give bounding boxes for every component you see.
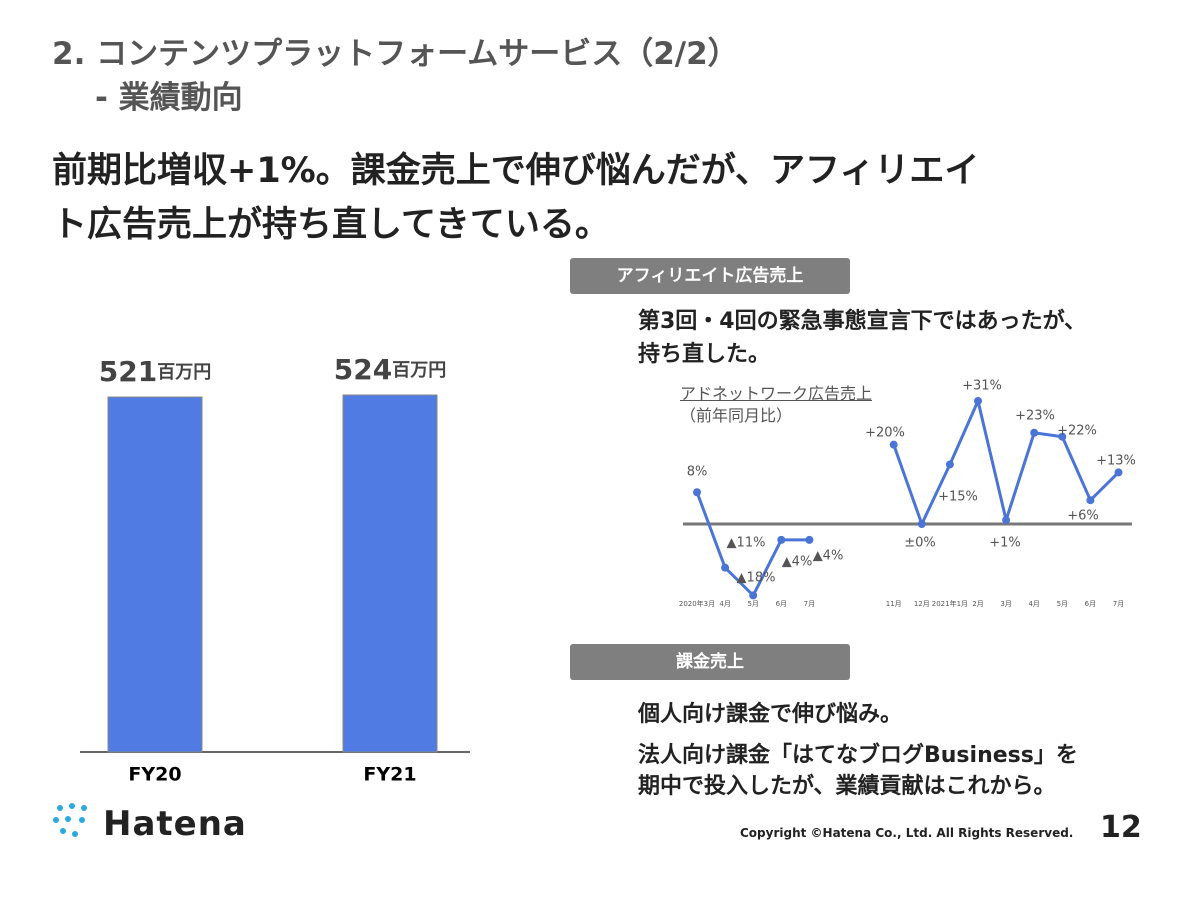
point [974,397,982,405]
bar-unit: 百万円 [392,360,446,381]
point [777,535,786,544]
chart-title: アドネットワーク広告売上 [680,384,873,403]
subtitle: - 業績動向 [95,80,243,116]
point [1058,432,1067,441]
data-label: ±0% [904,536,936,551]
text: 法人向け課金「はてなブログBusiness」を [638,743,1078,768]
point [1114,468,1123,477]
x-tick-label: 11月 [886,600,902,608]
x-tick-label: 4月 [719,600,730,608]
x-tick-label: 6月 [776,600,787,608]
x-tick-label: FY21 [363,764,416,786]
x-tick-label: 5月 [1057,600,1068,608]
text: 持ち直した。 [638,342,771,367]
x-tick-label: 7月 [1113,600,1124,608]
data-label: +13% [1096,454,1136,469]
line [695,396,1120,598]
x-tick-label: 7月 [804,600,815,608]
section-heading: 課金売上 [570,644,850,680]
point [945,460,954,469]
headline: ト広告売上が持ち直してきている。 [52,205,610,245]
x-tick-label: 5月 [747,600,758,608]
x-tick-label: 2021年1月 [932,599,968,608]
x-tick-label: 2月 [972,600,983,608]
x-tick-label: FY20 [128,764,181,786]
copyright: Copyright ©Hatena Co., Ltd. All Rights R… [740,826,1074,840]
bar-unit: 百万円 [157,362,211,383]
bar-label: 524百万円 [334,353,446,386]
logo: Hatena [103,804,247,844]
x-tick-label: 6月 [1085,600,1096,608]
title: 2. コンテンツプラットフォームサービス（2/2） [52,36,739,72]
point [917,520,926,528]
point [693,488,701,497]
data-label: +22% [1057,424,1097,439]
point [805,535,814,544]
data-label: +31% [962,379,1002,394]
point [749,591,758,600]
data-label: 8% [687,465,708,480]
point [889,440,898,449]
data-label: +15% [938,490,978,505]
bar-value: 521 [99,355,157,388]
bar-label: 521百万円 [99,355,211,388]
point [1030,428,1039,437]
x-tick-label: 12月 [914,600,930,608]
point [721,563,730,572]
point [1002,516,1011,525]
data-label: +1% [989,536,1021,551]
bar [107,396,203,753]
data-label: ▲4% [782,555,813,570]
bar [342,394,438,753]
headline: 前期比増収+1%。課金売上で伸び悩んだが、アフィリエイ [52,151,980,191]
x-tick-label: 2020年3月 [679,599,715,608]
logo-icon [53,803,87,837]
point [1086,496,1095,505]
data-label: +23% [1015,409,1055,424]
text: 第3回・4回の緊急事態宣言下ではあったが、 [638,309,1087,334]
data-label: ▲18% [737,571,776,586]
data-label: +20% [865,426,905,441]
data-label: +6% [1067,509,1099,524]
x-tick-label: 3月 [1000,600,1011,608]
text: 個人向け課金で伸び悩み。 [638,702,903,727]
page-number: 12 [1100,810,1142,845]
bar-value: 524 [334,353,392,386]
text: 期中で投入したが、業績貢献はこれから。 [638,774,1056,799]
x-tick-label: 4月 [1028,600,1039,608]
data-label: ▲11% [727,536,766,551]
chart-subtitle: （前年同月比） [680,406,793,425]
data-label: ▲4% [813,549,844,564]
section-heading: アフィリエイト広告売上 [570,258,850,294]
